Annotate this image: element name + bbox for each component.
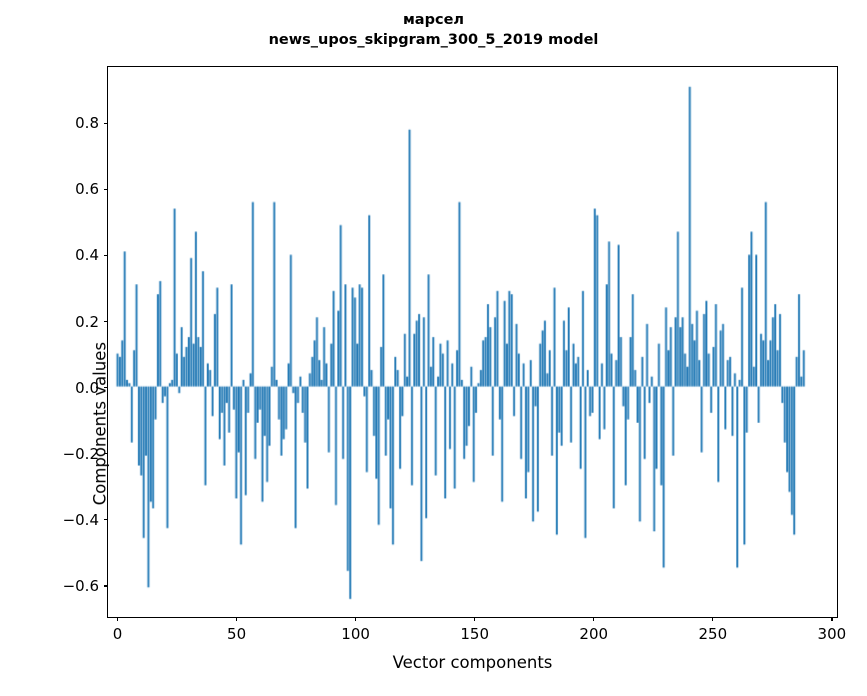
x-tick-label: 50 — [227, 625, 247, 643]
x-tick-label: 250 — [698, 625, 728, 643]
x-tick-label: 300 — [817, 625, 847, 643]
x-tick-mark — [593, 617, 595, 622]
y-tick-mark — [103, 519, 108, 521]
plot-axes: −0.6 −0.4 −0.2 0.0 0.2 0.4 0.6 0.8 0 50 100 150 200… — [63, 66, 846, 672]
y-tick-label: 0.8 — [75, 114, 99, 133]
y-tick-mark — [103, 188, 108, 190]
y-tick-label: 0.4 — [75, 246, 99, 265]
y-tick-label: 0.0 — [75, 378, 99, 397]
y-tick-label: −0.2 — [62, 444, 99, 463]
x-axis-label: Vector components — [392, 653, 553, 672]
x-tick-mark — [474, 617, 476, 622]
x-tick-mark — [235, 617, 238, 622]
y-tick-label: 0.2 — [75, 312, 99, 331]
x-tick-mark — [712, 617, 714, 622]
x-tick-label: 150 — [460, 625, 490, 643]
y-tick-mark — [103, 254, 108, 257]
y-tick-label: 0.6 — [75, 180, 99, 199]
chart-title-line-2: news_upos_skipgram_300_5_2019 model — [268, 32, 599, 48]
y-tick-mark — [103, 585, 108, 587]
y-tick-mark — [103, 320, 108, 323]
bar-series-canvas — [108, 67, 837, 617]
x-tick-mark — [116, 617, 119, 622]
x-tick-label: 100 — [341, 625, 370, 643]
x-tick-label: 200 — [579, 625, 609, 643]
chart-title-line-1: марсел — [402, 12, 465, 28]
chart-title: марсел news_upos_skipgram_300_5_2019 mod… — [0, 10, 867, 50]
y-axis-label: Components values — [90, 342, 110, 506]
x-tick-label: 0 — [112, 625, 123, 643]
y-tick-label: −0.4 — [62, 510, 99, 529]
y-tick-label: −0.6 — [62, 576, 99, 595]
x-tick-mark — [831, 617, 833, 622]
y-tick-mark — [103, 453, 108, 455]
y-tick-mark — [103, 386, 108, 389]
y-tick-mark — [103, 122, 108, 124]
x-tick-mark — [354, 617, 357, 622]
